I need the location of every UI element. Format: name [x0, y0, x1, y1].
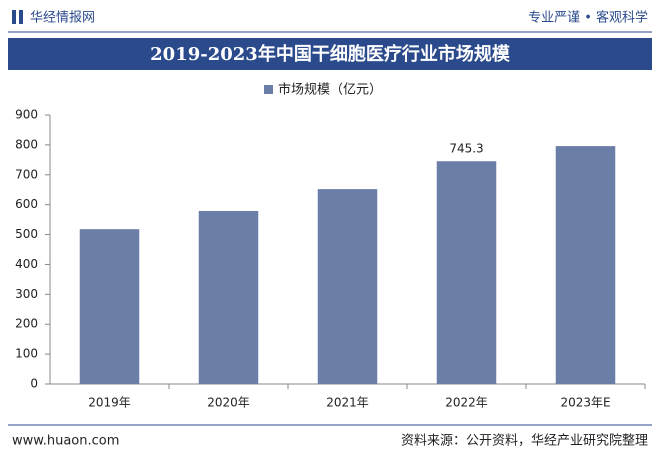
logo-icon	[19, 10, 23, 24]
bar	[79, 229, 140, 384]
legend-swatch	[264, 85, 273, 94]
bar	[317, 189, 378, 384]
y-tick-label: 200	[15, 317, 38, 331]
y-tick-label: 300	[15, 287, 38, 301]
x-tick-label: 2022年	[445, 396, 488, 410]
x-tick-label: 2020年	[207, 396, 250, 410]
chart-title: 2019-2023年中国干细胞医疗行业市场规模	[150, 43, 511, 65]
bar	[198, 210, 259, 384]
x-tick-label: 2021年	[326, 396, 369, 410]
y-tick-label: 600	[15, 197, 38, 211]
title-bar	[8, 38, 652, 70]
logo-icon	[12, 10, 16, 24]
logo: 华经情报网	[30, 11, 95, 26]
y-tick-label: 100	[15, 347, 38, 361]
x-tick-label: 2023年E	[560, 396, 610, 410]
x-tick-label: 2019年	[88, 396, 131, 410]
y-tick-label: 800	[15, 137, 38, 151]
bar	[555, 146, 616, 384]
y-tick-label: 700	[15, 167, 38, 181]
y-tick-label: 400	[15, 257, 38, 271]
y-tick-label: 500	[15, 227, 38, 241]
legend-label: 市场规模（亿元）	[278, 82, 382, 98]
y-tick-label: 900	[15, 108, 38, 122]
website: www.huaon.com	[12, 434, 119, 449]
source: 资料来源：公开资料，华经产业研究院整理	[401, 434, 648, 449]
data-label: 745.3	[449, 142, 483, 156]
bar	[436, 161, 497, 384]
slogan: 专业严谨 • 客观科学	[528, 10, 648, 26]
y-tick-label: 0	[30, 377, 38, 391]
